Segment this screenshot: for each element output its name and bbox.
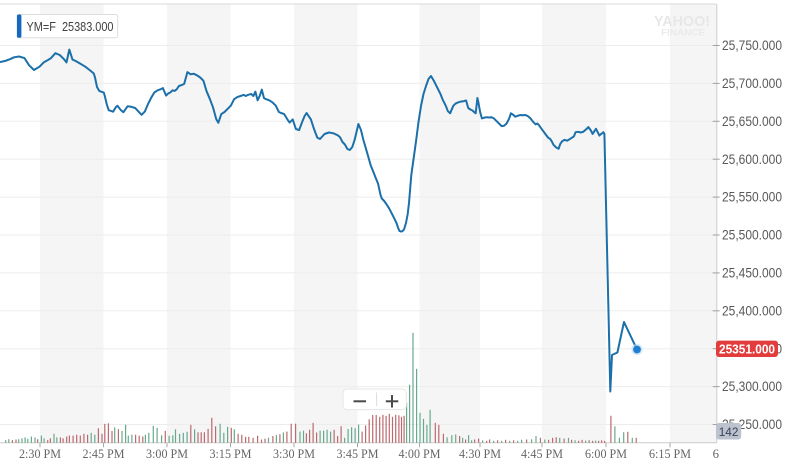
svg-text:25,600.000: 25,600.000 — [722, 152, 782, 167]
svg-text:25351.000: 25351.000 — [719, 342, 775, 356]
svg-text:6: 6 — [713, 447, 720, 461]
svg-text:3:45 PM: 3:45 PM — [337, 447, 379, 461]
svg-text:25,700.000: 25,700.000 — [722, 76, 782, 91]
svg-text:3:00 PM: 3:00 PM — [146, 447, 188, 461]
svg-text:6:00 PM: 6:00 PM — [585, 447, 627, 461]
svg-text:25,500.000: 25,500.000 — [722, 228, 782, 243]
svg-text:4:45 PM: 4:45 PM — [521, 447, 563, 461]
svg-text:25,450.000: 25,450.000 — [722, 266, 782, 281]
svg-text:25,650.000: 25,650.000 — [722, 114, 782, 129]
svg-text:25,550.000: 25,550.000 — [722, 190, 782, 205]
svg-text:25,750.000: 25,750.000 — [722, 38, 782, 53]
svg-text:25,300.000: 25,300.000 — [722, 379, 782, 394]
svg-text:2:30 PM: 2:30 PM — [19, 447, 61, 461]
svg-text:142: 142 — [719, 425, 739, 439]
svg-text:4:30 PM: 4:30 PM — [459, 447, 501, 461]
svg-text:4:00 PM: 4:00 PM — [399, 447, 441, 461]
svg-text:25,400.000: 25,400.000 — [722, 303, 782, 318]
svg-text:FINANCE: FINANCE — [661, 28, 705, 38]
svg-text:YAHOO!: YAHOO! — [654, 13, 710, 30]
svg-text:3:30 PM: 3:30 PM — [273, 447, 315, 461]
svg-text:6:15 PM: 6:15 PM — [649, 447, 691, 461]
svg-text:2:45 PM: 2:45 PM — [83, 447, 125, 461]
svg-text:3:15 PM: 3:15 PM — [210, 447, 252, 461]
svg-text:YM=F 25383.000: YM=F 25383.000 — [27, 20, 114, 34]
